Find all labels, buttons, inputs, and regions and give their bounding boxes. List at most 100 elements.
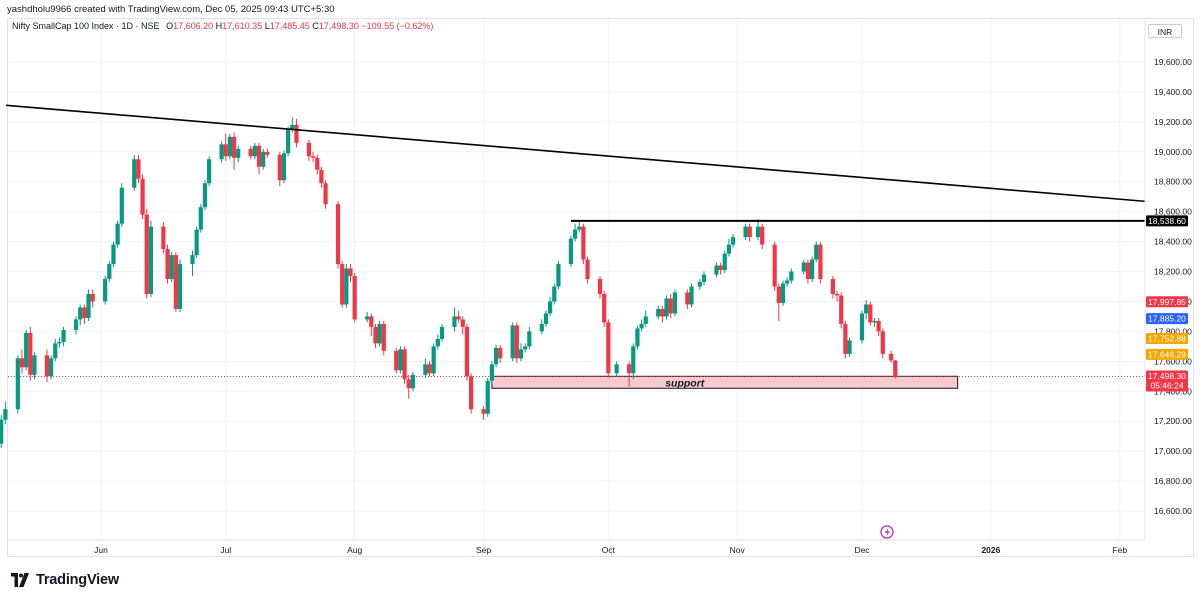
candle[interactable] [248,145,253,160]
candle[interactable] [236,145,241,163]
candle[interactable] [177,259,183,312]
candle[interactable] [776,283,781,321]
candle[interactable] [265,148,270,158]
candle[interactable] [169,252,174,283]
candle[interactable] [57,337,62,348]
candle[interactable] [286,126,291,157]
candle[interactable] [523,343,528,353]
candle[interactable] [427,361,432,377]
candle[interactable] [876,317,881,336]
candle[interactable] [814,241,819,263]
candle[interactable] [868,301,873,326]
candle[interactable] [144,208,149,299]
candle[interactable] [726,238,732,257]
candle[interactable] [602,290,607,327]
candle[interactable] [714,262,719,278]
candle[interactable] [785,277,790,287]
candle[interactable] [335,201,341,269]
candle[interactable] [394,347,399,374]
candle[interactable] [656,305,661,320]
candle[interactable] [73,316,79,335]
candle[interactable] [115,220,120,248]
candle[interactable] [119,183,124,227]
candle[interactable] [585,256,590,284]
candle[interactable] [165,244,170,284]
candle[interactable] [406,374,411,399]
candle[interactable] [198,204,203,233]
candle[interactable] [552,283,557,305]
candle[interactable] [760,223,765,250]
candle[interactable] [893,359,898,379]
candle[interactable] [701,271,707,286]
candle[interactable] [319,166,324,188]
support-zone-box[interactable] [491,375,959,389]
candle[interactable] [148,220,154,297]
candle[interactable] [514,322,519,363]
candle[interactable] [61,326,66,347]
candle[interactable] [294,118,299,148]
candle[interactable] [510,322,515,362]
candle[interactable] [489,361,494,384]
candle[interactable] [485,377,490,417]
candle[interactable] [539,319,544,335]
candle[interactable] [801,259,806,275]
candle[interactable] [44,349,50,383]
candle[interactable] [369,313,374,336]
candle[interactable] [352,273,357,323]
candle[interactable] [839,292,844,329]
candle[interactable] [90,289,95,308]
candle[interactable] [190,250,195,277]
candle[interactable] [643,310,648,327]
candle[interactable] [572,223,578,242]
candle[interactable] [365,311,370,323]
trend-line[interactable] [5,104,1146,203]
candle[interactable] [53,338,58,362]
candle[interactable] [410,371,415,392]
candle[interactable] [818,241,823,284]
candle[interactable] [639,319,644,332]
candle[interactable] [431,343,436,377]
candle[interactable] [568,235,574,268]
candle[interactable] [281,150,287,184]
candle[interactable] [310,151,316,163]
candle[interactable] [24,329,29,371]
candle[interactable] [223,133,228,161]
candle[interactable] [460,316,465,335]
candle[interactable] [668,293,673,318]
candle[interactable] [398,346,403,374]
candle[interactable] [614,361,619,377]
candle[interactable] [48,355,54,380]
candle[interactable] [697,279,702,290]
candle[interactable] [107,261,112,283]
candle[interactable] [402,346,407,384]
candle[interactable] [872,317,877,327]
candle[interactable] [340,261,345,308]
candle[interactable] [173,252,178,312]
candle[interactable] [843,320,848,359]
candle[interactable] [606,319,611,378]
candle[interactable] [456,310,461,323]
candle[interactable] [789,268,794,284]
currency-button[interactable]: INR [1148,24,1182,38]
candle[interactable] [132,154,137,191]
candle[interactable] [86,289,91,321]
candle[interactable] [32,352,37,380]
candle[interactable] [452,307,457,332]
candle[interactable] [78,304,83,326]
candle[interactable] [631,343,636,380]
candle[interactable] [689,283,694,308]
candle[interactable] [722,250,727,274]
candle[interactable] [469,373,474,414]
candle[interactable] [231,132,237,170]
candle[interactable] [140,174,145,220]
candle[interactable] [718,262,723,275]
candle[interactable] [859,310,865,344]
candle[interactable] [577,220,582,233]
candle[interactable] [103,276,108,305]
candle[interactable] [805,259,811,284]
candle[interactable] [635,325,640,350]
candle[interactable] [381,320,386,356]
candle[interactable] [518,343,524,362]
candle[interactable] [202,180,208,211]
